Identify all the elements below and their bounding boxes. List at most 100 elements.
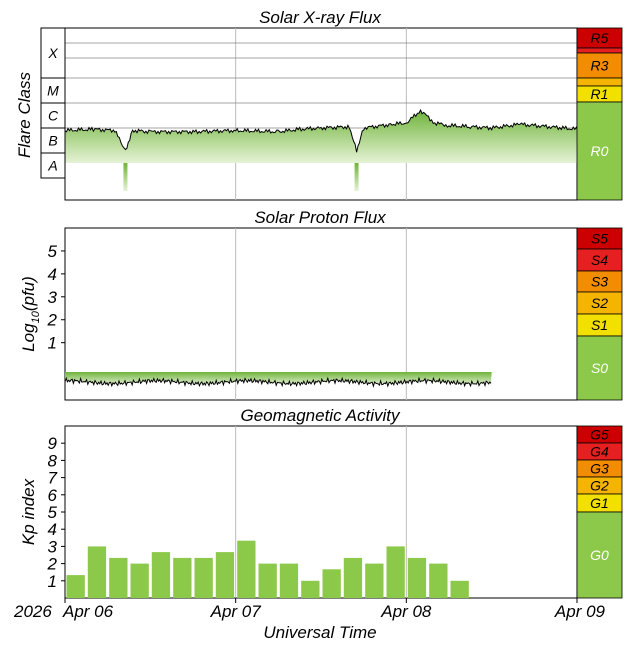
kp-bar <box>215 552 235 598</box>
scale-level-G0 <box>576 511 623 599</box>
scale-label-R3: R3 <box>591 58 609 74</box>
xaxis-label: Universal Time <box>263 623 376 642</box>
kp-bar <box>130 563 149 598</box>
time-tick-label: Apr 08 <box>380 602 432 621</box>
kp-ytick-label: 8 <box>48 451 58 470</box>
kp-bars <box>66 540 469 598</box>
kp-ytick-label: 2 <box>47 555 58 574</box>
scale-label-S2: S2 <box>591 295 608 311</box>
radio-blackout-scale: R5 R3 R1 R0 <box>576 27 623 201</box>
flare-class-label-B: B <box>48 133 57 149</box>
proton-yticks: 1 2 3 4 5 <box>47 242 65 353</box>
kp-bar <box>322 569 341 598</box>
kp-ytick-label: 3 <box>48 537 58 556</box>
kp-bar <box>407 557 427 598</box>
xray-ylabel: Flare Class <box>15 72 34 158</box>
kp-bar <box>151 552 171 598</box>
proton-plot-area <box>64 227 578 401</box>
proton-flux-line <box>64 376 492 388</box>
kp-bar <box>173 557 192 598</box>
scale-label-R5: R5 <box>591 30 609 46</box>
time-tick-label: Apr 07 <box>210 602 262 621</box>
scale-label-R1: R1 <box>591 86 609 102</box>
xray-flux-line <box>64 108 621 153</box>
proton-flux-fill <box>65 372 492 387</box>
time-tick-label: Apr 09 <box>554 602 606 621</box>
kp-ytick-label: 1 <box>48 572 57 591</box>
scale-label-G3: G3 <box>590 461 609 477</box>
proton-ylabel: Log10(pfu) <box>19 276 42 352</box>
kp-ytick-label: 5 <box>48 503 58 522</box>
kp-bar <box>365 563 384 598</box>
proton-gridlines <box>235 228 407 400</box>
scale-level-R0 <box>576 101 623 201</box>
proton-ytick-label: 1 <box>48 334 57 353</box>
kp-bar <box>87 546 107 598</box>
flare-class-label-A: A <box>47 158 57 174</box>
time-tick-labels: Apr 06 Apr 07 Apr 08 Apr 09 <box>62 598 606 621</box>
xray-title: Solar X-ray Flux <box>259 8 381 27</box>
kp-ytick-label: 9 <box>48 434 58 453</box>
kp-bar <box>279 563 299 598</box>
scale-label-G5: G5 <box>590 427 609 443</box>
kp-ytick-label: 4 <box>48 520 57 539</box>
proton-flux-area <box>64 372 492 388</box>
kp-bar <box>343 557 363 598</box>
scale-label-G2: G2 <box>590 478 609 494</box>
proton-ytick-label: 5 <box>48 242 58 261</box>
kp-bar <box>301 580 320 598</box>
kp-bar <box>450 580 469 598</box>
xray-flux-fill <box>65 110 620 163</box>
flare-class-box <box>40 27 66 79</box>
xray-plot-area <box>64 27 578 201</box>
kp-bar <box>386 546 405 598</box>
kp-bar <box>258 563 277 598</box>
scale-label-G1: G1 <box>590 495 609 511</box>
time-axis: 2026 Apr 06 Apr 07 Apr 08 Apr 09 Universal … <box>13 598 606 642</box>
flare-class-box <box>40 102 66 129</box>
radiation-storm-scale: S5 S4 S3 S2 S1 S0 <box>576 227 623 401</box>
kp-ytick-label: 6 <box>48 486 58 505</box>
flare-class-label-C: C <box>48 108 59 124</box>
kp-bar <box>109 557 128 598</box>
kp-bar <box>194 557 213 598</box>
proton-title: Solar Proton Flux <box>254 208 386 227</box>
kp-title: Geomagnetic Activity <box>240 406 401 425</box>
kp-bar <box>429 563 448 598</box>
flare-class-box <box>40 152 66 179</box>
scale-label-G4: G4 <box>590 444 609 460</box>
xray-dropout <box>123 163 128 191</box>
scale-level-blank-3 <box>576 77 623 87</box>
proton-ytick-label: 3 <box>48 288 58 307</box>
proton-ytick-label: 2 <box>47 311 58 330</box>
flare-class-label-M: M <box>47 83 59 99</box>
scale-label-R0: R0 <box>591 143 609 159</box>
kp-ylabel: Kp index <box>19 478 38 545</box>
xray-dropout <box>354 163 359 191</box>
scale-label-S1: S1 <box>591 317 608 333</box>
flare-class-box <box>40 127 66 154</box>
scale-label-S4: S4 <box>591 252 608 268</box>
scale-label-S0: S0 <box>591 360 608 376</box>
flare-class-box <box>40 77 66 104</box>
scale-label-S5: S5 <box>591 231 608 247</box>
kp-bar <box>237 540 256 598</box>
scale-level-blank-1 <box>576 47 623 54</box>
proton-ytick-label: 4 <box>48 265 57 284</box>
scale-level-S0 <box>576 335 623 401</box>
scale-label-S3: S3 <box>591 274 608 290</box>
scale-label-G0: G0 <box>590 547 609 563</box>
kp-ytick-label: 7 <box>48 469 58 488</box>
year-label: 2026 <box>13 602 52 621</box>
kp-bar <box>66 575 85 598</box>
kp-gridlines <box>235 426 407 598</box>
flare-class-label-X: X <box>47 45 58 61</box>
